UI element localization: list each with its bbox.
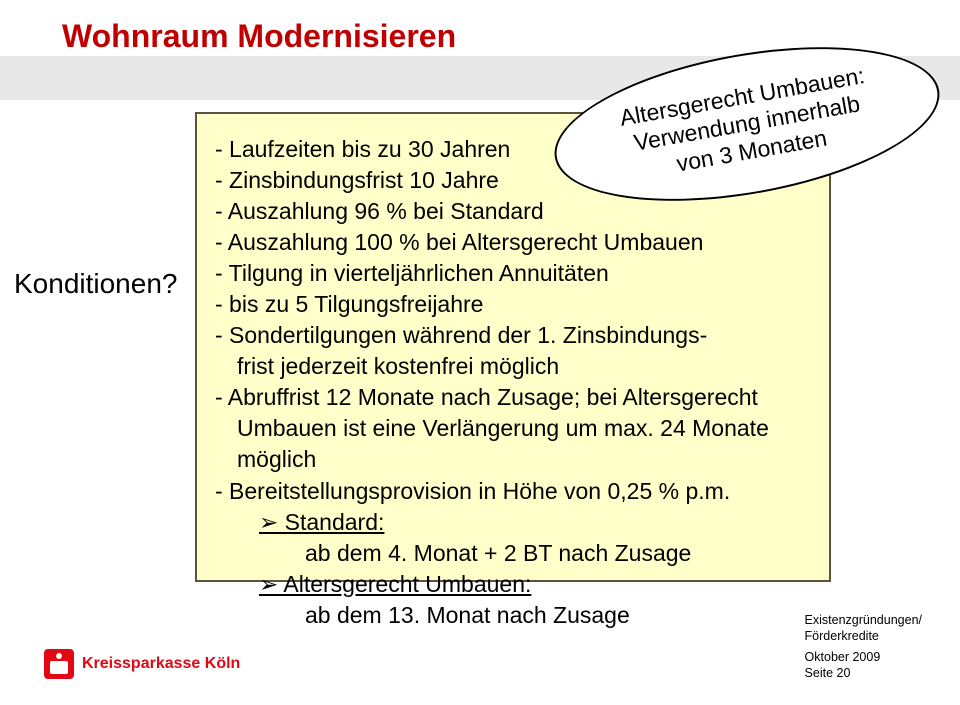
brand-name: Kreissparkasse Köln xyxy=(82,655,240,673)
bullet-line: - Auszahlung 100 % bei Altersgerecht Umb… xyxy=(215,227,811,258)
bullet-line-cont: Umbauen ist eine Verlängerung um max. 24… xyxy=(215,413,811,444)
sidebar-label: Konditionen? xyxy=(14,268,177,300)
bullet-line: - bis zu 5 Tilgungsfreijahre xyxy=(215,289,811,320)
footer-line: Seite 20 xyxy=(805,665,922,681)
footer-line: Oktober 2009 xyxy=(805,649,922,665)
footer-line: Förderkredite xyxy=(805,628,922,644)
page-title: Wohnraum Modernisieren xyxy=(62,18,456,55)
bullet-line: - Auszahlung 96 % bei Standard xyxy=(215,196,811,227)
bullet-line-cont: frist jederzeit kostenfrei möglich xyxy=(215,351,811,382)
bullet-line: - Tilgung in vierteljährlichen Annuitäte… xyxy=(215,258,811,289)
sparkasse-icon xyxy=(44,649,74,679)
sub-bullet-text: ab dem 4. Monat + 2 BT nach Zusage xyxy=(215,538,811,569)
footer-logo: Kreissparkasse Köln xyxy=(44,649,240,679)
sub-bullet-text: ab dem 13. Monat nach Zusage xyxy=(215,600,811,631)
sub-bullet: ➢ Standard: xyxy=(215,507,811,538)
footer-line: Existenzgründungen/ xyxy=(805,612,922,628)
bullet-line: - Bereitstellungsprovision in Höhe von 0… xyxy=(215,476,811,507)
bullet-line-cont: möglich xyxy=(215,444,811,475)
footer-meta: Existenzgründungen/ Förderkredite Oktobe… xyxy=(805,612,922,681)
bullet-line: - Abruffrist 12 Monate nach Zusage; bei … xyxy=(215,382,811,413)
sub-bullet: ➢ Altersgerecht Umbauen: xyxy=(215,569,811,600)
bullet-line: - Sondertilgungen während der 1. Zinsbin… xyxy=(215,320,811,351)
